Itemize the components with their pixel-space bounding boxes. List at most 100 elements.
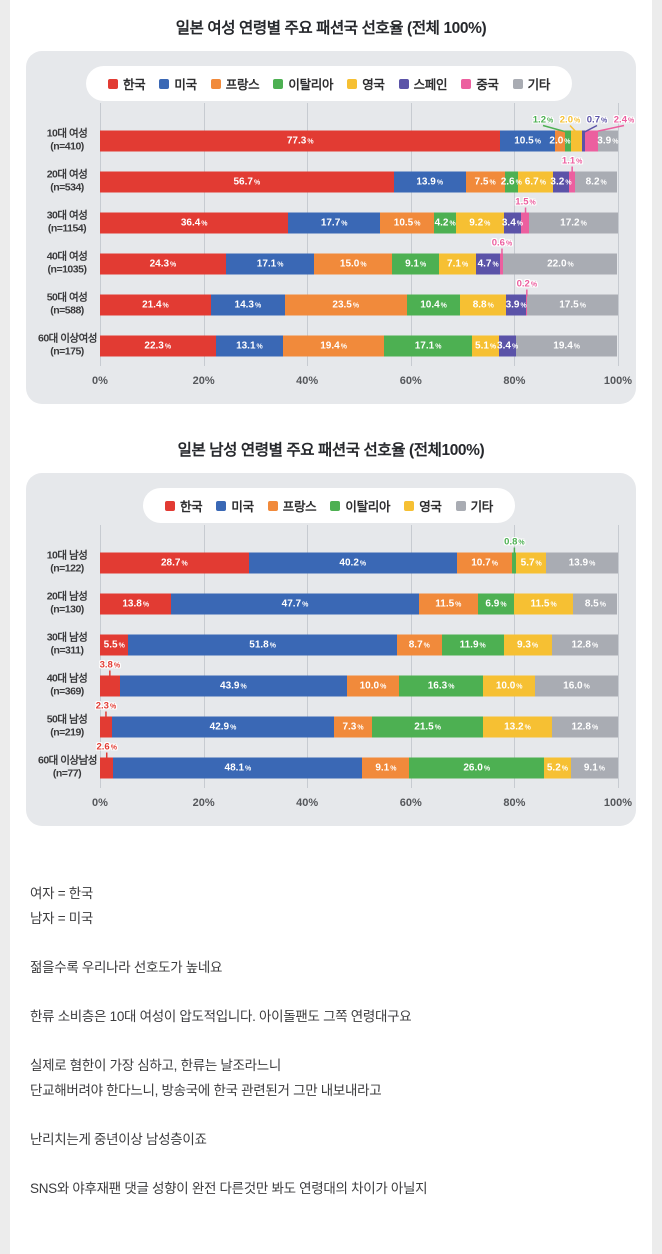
bar: 43.9% 10.0% 16.3% 10.0% 16.0% 3.8% bbox=[100, 659, 618, 696]
comments-block: 여자 = 한국 남자 = 미국 젊을수록 우리나라 선호도가 높네요 한류 소비층은 … bbox=[10, 826, 652, 1254]
bar-segment: 28.7% bbox=[100, 552, 249, 573]
percent-value: 10.4 bbox=[420, 299, 440, 310]
percent-value: 8.7 bbox=[408, 639, 423, 650]
segment-label: 17.1% bbox=[415, 340, 442, 351]
bar-segment: 11.5% bbox=[418, 593, 479, 614]
segment-label: 13.9% bbox=[416, 176, 443, 187]
percent-value: 21.4 bbox=[142, 299, 162, 310]
comment-line: SNS와 야후재팬 댓글 성향이 완전 다른것만 봐도 연령대의 차이가 아닐지 bbox=[30, 1180, 428, 1196]
bar-segment bbox=[500, 253, 504, 274]
legend-swatch bbox=[461, 78, 472, 89]
percent-value: 5.1 bbox=[475, 340, 489, 351]
percent-value: 7.1 bbox=[447, 258, 461, 269]
percent-sign: % bbox=[489, 179, 496, 186]
percent-sign: % bbox=[390, 765, 397, 772]
percent-value: 3.4 bbox=[497, 340, 511, 351]
bar-segment: 12.8% bbox=[551, 634, 618, 655]
percent-sign: % bbox=[524, 724, 531, 731]
x-tick-label: 60% bbox=[399, 797, 422, 809]
callout-label: 0.6% bbox=[492, 237, 512, 248]
percent-sign: % bbox=[583, 683, 590, 690]
legend-item: 미국 bbox=[216, 496, 254, 515]
bar: 48.1% 9.1% 26.0% 5.2% 9.1% 2.6% bbox=[96, 741, 618, 778]
percent-value: 3.4 bbox=[501, 217, 516, 228]
bar-segment: 22.3% bbox=[100, 335, 216, 356]
bar-segment: 22.0% bbox=[503, 253, 618, 274]
bar-segment: 3.2% bbox=[550, 171, 572, 192]
legend-item: 한국 bbox=[107, 74, 146, 93]
segment-label: 4.7% bbox=[478, 258, 499, 269]
bar-segment: 9.2% bbox=[456, 212, 504, 233]
comment-line: 실제로 혐한이 가장 심하고, 한류는 날조라느니 bbox=[30, 1057, 281, 1073]
bar-segment: 17.1% bbox=[225, 253, 315, 274]
percent-value: 16.3 bbox=[427, 680, 448, 691]
segment-label: 36.4% bbox=[181, 217, 208, 228]
percent-sign: % bbox=[483, 765, 491, 772]
percent-value: 11.9 bbox=[459, 639, 479, 650]
gridline bbox=[100, 525, 101, 788]
legend-label: 미국 bbox=[174, 78, 197, 92]
percent-value: 19.4 bbox=[553, 340, 573, 351]
percent-sign: % bbox=[573, 117, 581, 124]
percent-value: 17.7 bbox=[320, 217, 341, 228]
percent-sign: % bbox=[164, 343, 172, 350]
percent-value: 77.3 bbox=[286, 135, 307, 146]
percent-value: 8.2 bbox=[585, 176, 600, 187]
row-label: 50대 여성 (n=588) bbox=[38, 291, 96, 318]
chart-row: 30대 남성 (n=311) 5.5% 51.8% 8.7% 11.9% 9.3% 12.8% bbox=[38, 624, 620, 665]
segment-label: 26.0% bbox=[463, 762, 490, 773]
percent-sign: % bbox=[520, 302, 527, 309]
bar-segment: 8.8% bbox=[460, 294, 507, 315]
percent-value: 1.5 bbox=[515, 196, 529, 207]
legend-swatch bbox=[512, 78, 523, 89]
segment-label: 48.1% bbox=[225, 762, 252, 773]
percent-sign: % bbox=[170, 261, 177, 268]
chart-row: 40대 여성 (n=1035) 24.3% 17.1% 15.0% 9.1% 7.1% 4.7… bbox=[38, 237, 620, 284]
percent-sign: % bbox=[530, 281, 538, 288]
segment-label: 7.1% bbox=[447, 258, 468, 269]
percent-sign: % bbox=[414, 220, 421, 227]
segment-label: 22.0% bbox=[547, 258, 574, 269]
percent-sign: % bbox=[162, 302, 169, 309]
percent-sign: % bbox=[505, 240, 513, 247]
percent-sign: % bbox=[479, 642, 486, 649]
segment-label: 14.3% bbox=[235, 299, 262, 310]
percent-value: 36.4 bbox=[180, 217, 201, 228]
percent-value: 51.8 bbox=[249, 639, 269, 650]
percent-value: 9.3 bbox=[517, 639, 531, 650]
percent-value: 12.8 bbox=[571, 721, 591, 732]
bar-segment: 3.9% bbox=[506, 294, 527, 315]
x-tick-label: 40% bbox=[296, 797, 319, 809]
gridline bbox=[203, 103, 205, 366]
percent-sign: % bbox=[600, 179, 607, 186]
bar-segment: 14.3% bbox=[210, 294, 285, 315]
percent-sign: % bbox=[448, 683, 455, 690]
percent-value: 0.2 bbox=[516, 278, 530, 289]
legend-label: 이탈리아 bbox=[288, 78, 334, 92]
segment-label: 40.2% bbox=[339, 557, 366, 568]
legend-swatch bbox=[404, 500, 415, 511]
percent-value: 43.9 bbox=[220, 680, 240, 691]
percent-sign: % bbox=[423, 642, 430, 649]
percent-sign: % bbox=[529, 199, 536, 206]
bar-segments: 5.5% 51.8% 8.7% 11.9% 9.3% 12.8% bbox=[100, 634, 618, 655]
legend-swatch bbox=[273, 78, 284, 89]
percent-sign: % bbox=[589, 560, 596, 567]
bar: 56.7% 13.9% 7.5% 2.6% 6.7% 3.2% 8.2% 1.1% bbox=[100, 155, 618, 192]
row-label-n: (n=410) bbox=[50, 140, 84, 153]
segment-label: 47.7% bbox=[282, 598, 309, 609]
percent-value: 22.0 bbox=[547, 258, 567, 269]
x-axis: 0% 20% 40% 60% 80% 100% bbox=[92, 375, 632, 392]
row-label-n: (n=588) bbox=[50, 304, 84, 317]
bar: 22.3% 13.1% 19.4% 17.1% 5.1% 3.4% 19.4% bbox=[100, 335, 618, 356]
percent-sign: % bbox=[302, 601, 309, 608]
segment-label: 8.7% bbox=[409, 639, 430, 650]
row-label: 20대 남성 (n=130) bbox=[38, 590, 96, 617]
percent-value: 23.5 bbox=[332, 299, 352, 310]
segment-label: 10.5% bbox=[394, 217, 421, 228]
legend-label: 스페인 bbox=[413, 78, 448, 92]
segment-label: 5.5% bbox=[104, 639, 125, 650]
callout-label: 1.2% bbox=[533, 114, 553, 125]
bar-segment bbox=[569, 171, 575, 192]
bar-segment bbox=[526, 294, 528, 315]
